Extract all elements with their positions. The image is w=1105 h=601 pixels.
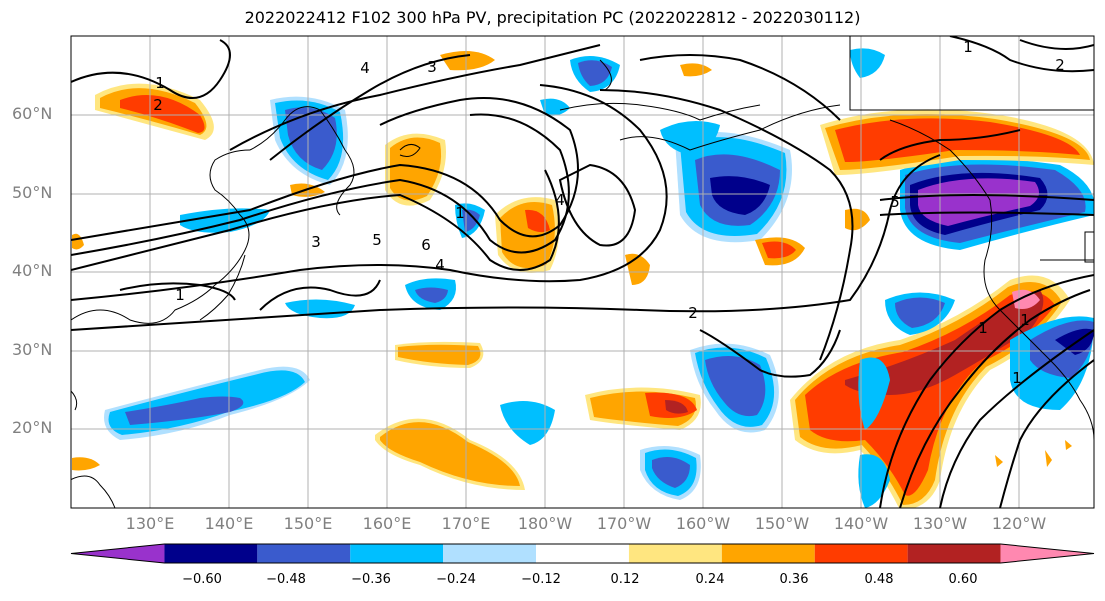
contour-label: 3	[427, 58, 437, 76]
contour-label: 5	[372, 231, 382, 249]
contour-label: 1	[1012, 369, 1022, 387]
lon-label-140w: 140°W	[833, 514, 889, 533]
lon-label-170w: 170°W	[596, 514, 652, 533]
map-title: 2022022412 F102 300 hPa PV, precipitatio…	[244, 8, 861, 27]
colorbar-tick: 0.48	[864, 572, 894, 587]
lon-label-160w: 160°W	[675, 514, 731, 533]
contour-label-group: 1 2 3 4 5 6 4 5 3 4 1 1 2 1 1 2 1 1	[153, 38, 1065, 387]
contour-label: 1	[1020, 311, 1030, 329]
colorbar-tick: 0.24	[695, 572, 725, 587]
lat-label-20n: 20°N	[12, 418, 53, 437]
lat-label-50n: 50°N	[12, 183, 53, 202]
lon-label-130e: 130°E	[125, 514, 175, 533]
contour-label: 6	[421, 236, 431, 254]
contour-label: 1	[978, 319, 988, 337]
lon-label-180w: 180°W	[517, 514, 573, 533]
contour-label: 2	[153, 96, 163, 114]
contour-label: 3	[311, 233, 321, 251]
colorbar-tick: −0.12	[521, 572, 561, 587]
lon-label-150e: 150°E	[283, 514, 333, 533]
lat-label-30n: 30°N	[12, 340, 53, 359]
lon-label-130w: 130°W	[912, 514, 968, 533]
lon-label-170e: 170°E	[441, 514, 491, 533]
colorbar-tick: 0.60	[948, 572, 978, 587]
lat-label-60n: 60°N	[12, 104, 53, 123]
lon-label-160e: 160°E	[362, 514, 412, 533]
colorbar-tick: −0.60	[182, 572, 222, 587]
contour-label: 2	[688, 304, 698, 322]
lon-label-120w: 120°W	[991, 514, 1047, 533]
coastlines	[71, 36, 1094, 508]
graticule-lines	[71, 36, 1094, 508]
precipitation-shading	[72, 48, 1094, 508]
map-frame	[70, 35, 1095, 509]
lon-label-140e: 140°E	[204, 514, 254, 533]
pv-contours	[71, 36, 1094, 508]
contour-label: 1	[963, 38, 973, 56]
contour-label: 1	[455, 204, 465, 222]
contour-label: 5	[890, 193, 900, 211]
colorbar-tick: 0.12	[610, 572, 640, 587]
colorbar-tick: 0.36	[779, 572, 809, 587]
contour-label: 2	[1055, 56, 1065, 74]
contour-label: 4	[435, 256, 445, 274]
colorbar-tick: −0.24	[436, 572, 476, 587]
lat-label-40n: 40°N	[12, 261, 53, 280]
contour-label: 1	[155, 74, 165, 92]
contour-label: 1	[175, 286, 185, 304]
colorbar-tick: −0.48	[266, 572, 306, 587]
lon-label-150w: 150°W	[754, 514, 810, 533]
contour-label: 4	[360, 59, 370, 77]
contour-label: 4	[555, 191, 565, 209]
colorbar-tick: −0.36	[351, 572, 391, 587]
